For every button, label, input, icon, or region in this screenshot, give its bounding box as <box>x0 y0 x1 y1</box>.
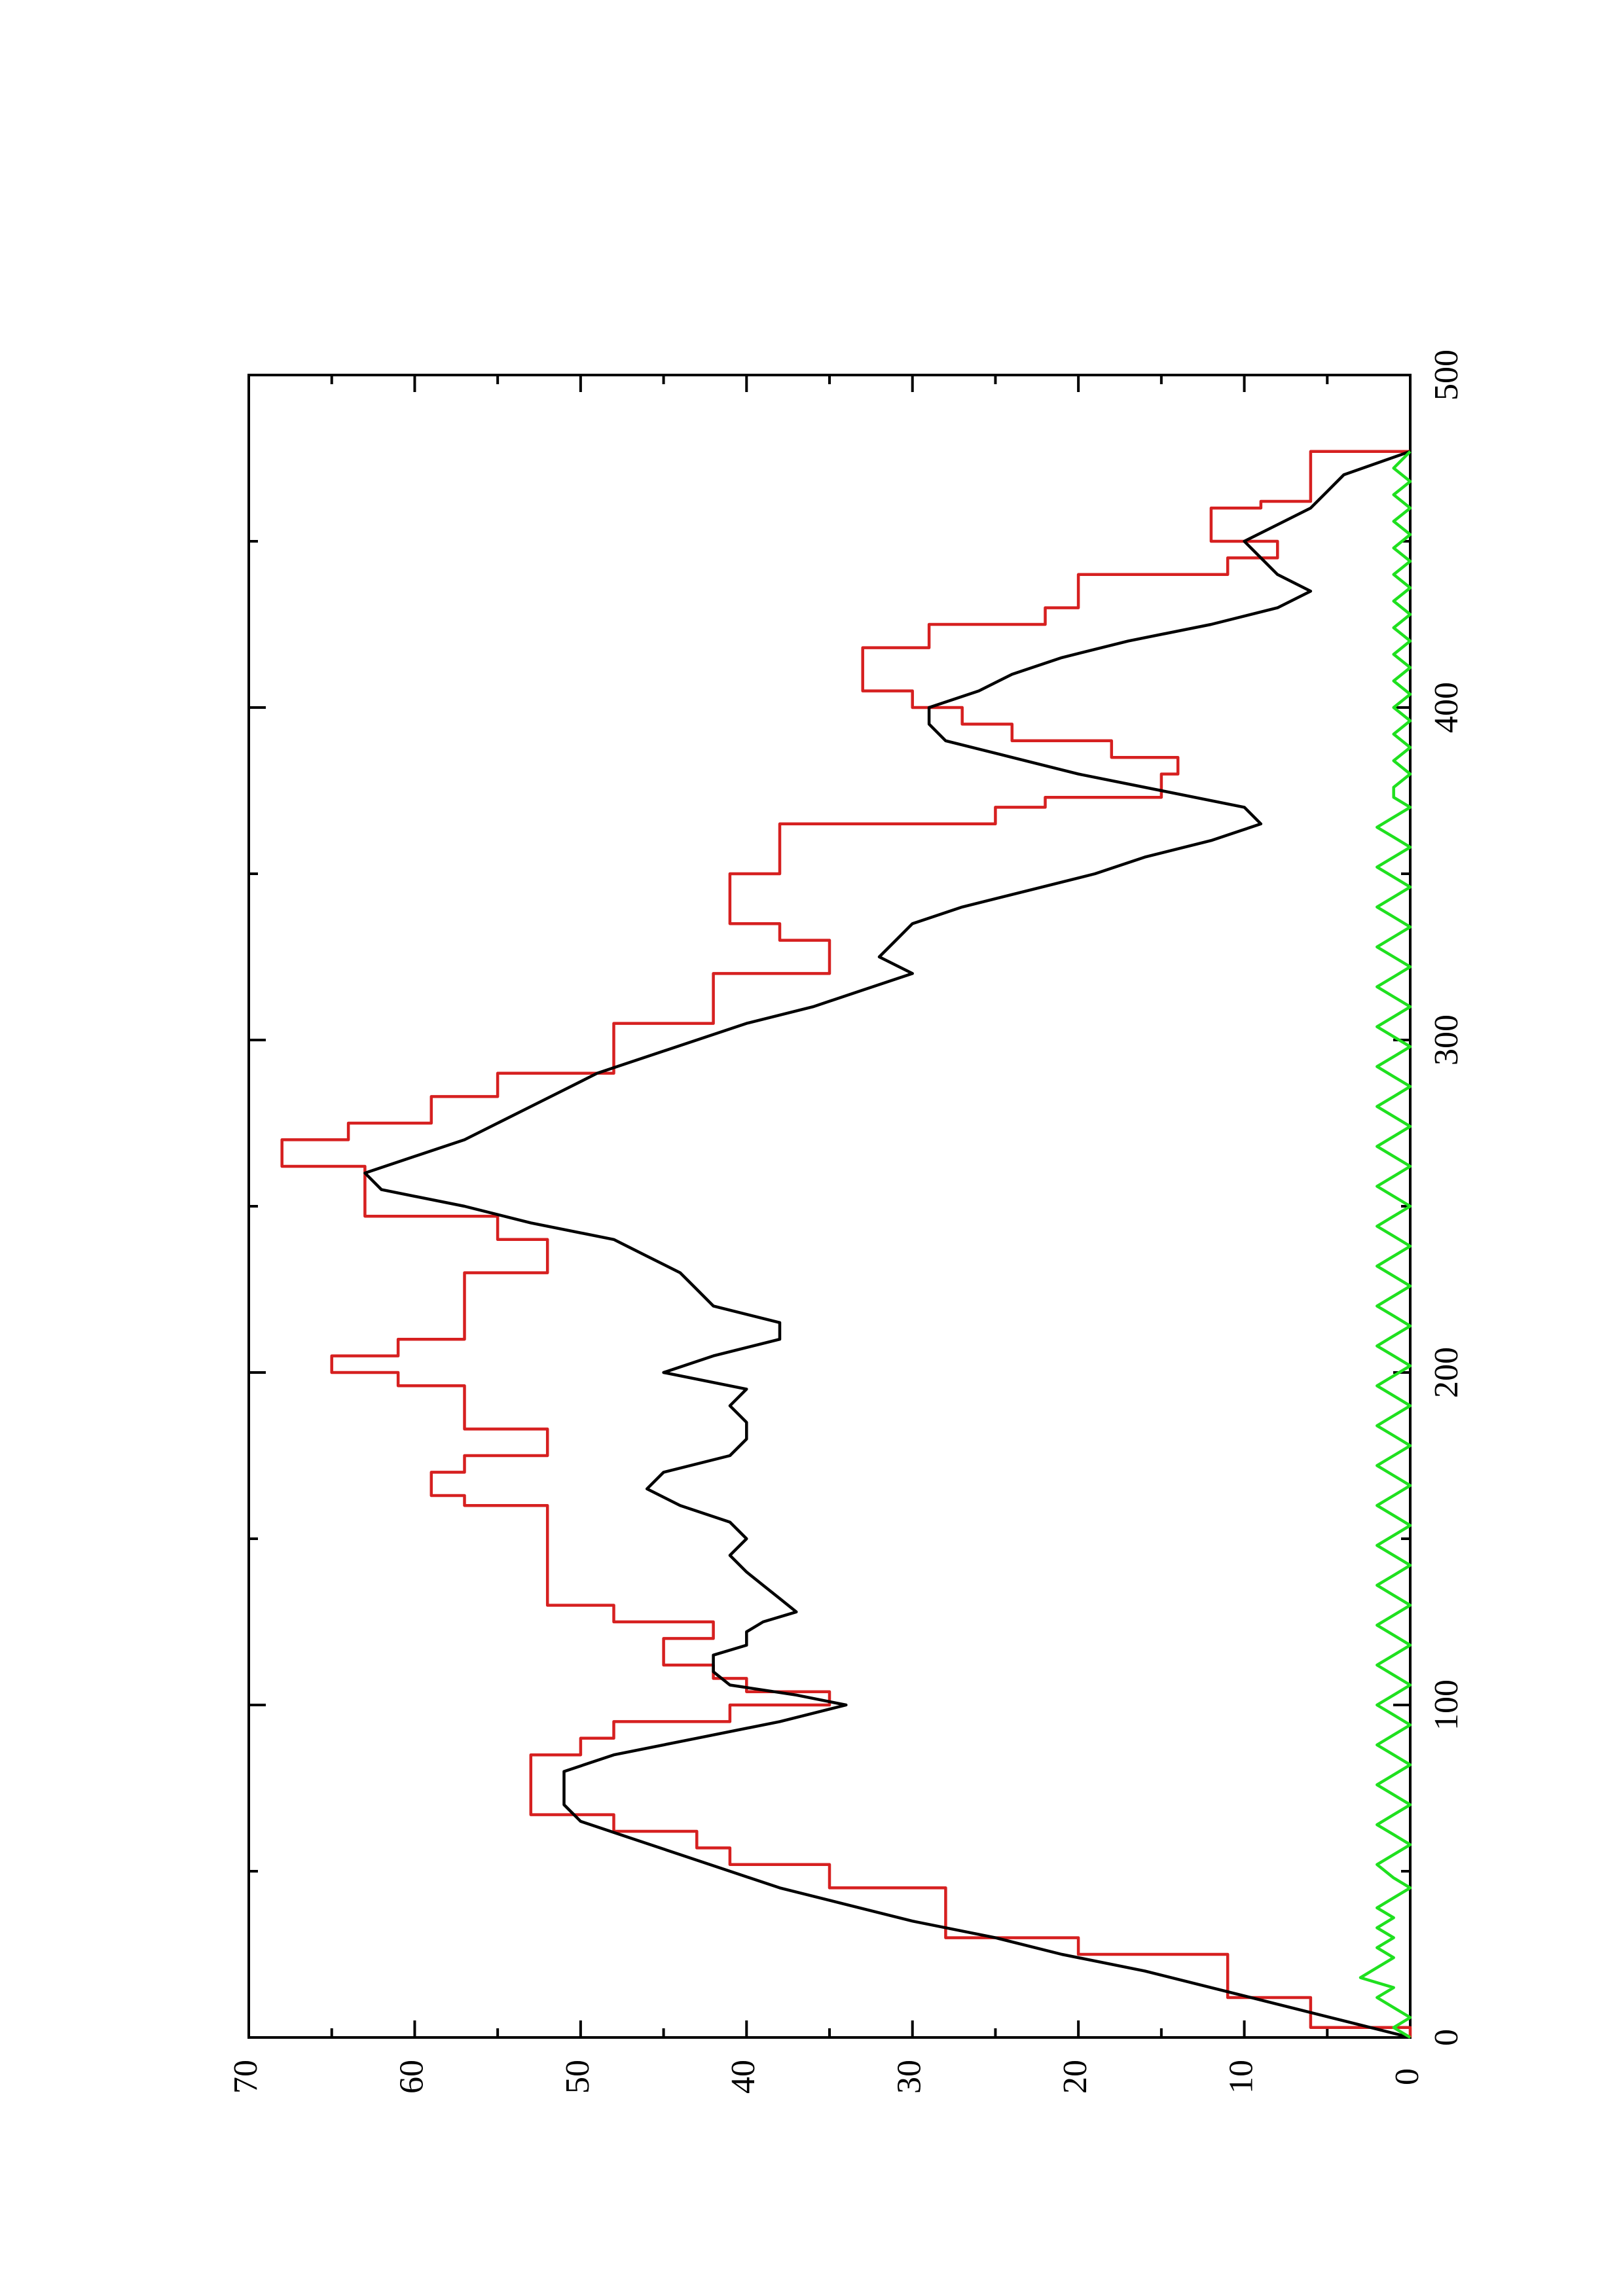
series-line-2 <box>363 450 1411 2039</box>
series-line-1 <box>280 450 1412 2037</box>
y-tick-label: 30 <box>891 2060 928 2094</box>
x-tick-label: 100 <box>1428 1679 1465 1731</box>
y-tick-label: 60 <box>393 2060 430 2094</box>
axis-ticks <box>247 374 1412 2039</box>
plot-frame <box>247 374 1412 2039</box>
y-tick-label: 50 <box>559 2060 596 2094</box>
y-tick-label: 20 <box>1057 2060 1094 2094</box>
y-tick-label: 40 <box>725 2060 762 2094</box>
series-layer <box>280 450 1412 2039</box>
x-tick-label: 400 <box>1428 682 1465 733</box>
tick-labels: 0 100 200 300 400 500 0 10 20 30 40 50 60 70 <box>227 350 1465 2094</box>
x-tick-label: 0 <box>1428 2029 1465 2046</box>
y-tick-label: 10 <box>1223 2060 1260 2094</box>
series-line-3 <box>1359 450 1412 2039</box>
x-tick-label: 200 <box>1428 1347 1465 1398</box>
y-tick-label: 70 <box>227 2060 264 2094</box>
x-tick-label: 500 <box>1428 350 1465 401</box>
y-tick-label: 0 <box>1389 2068 1426 2085</box>
x-tick-label: 300 <box>1428 1014 1465 1066</box>
